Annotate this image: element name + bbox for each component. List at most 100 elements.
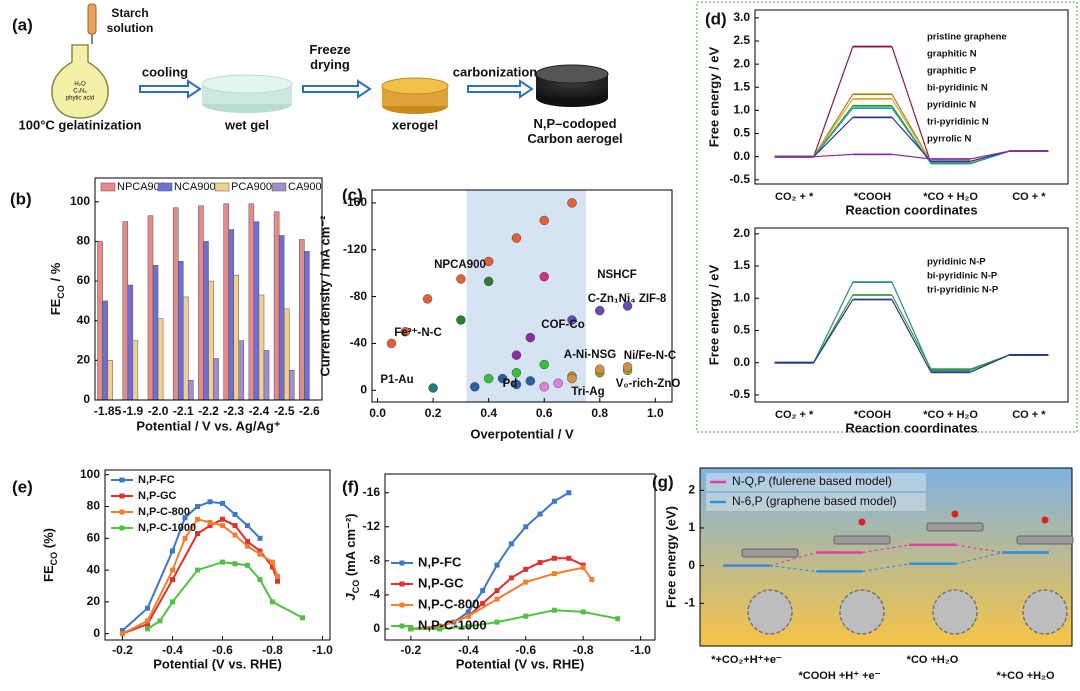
legend-box: [706, 473, 926, 491]
y-axis-label-part: CO: [351, 580, 361, 594]
series-label: bi-pyridinic N-P: [927, 271, 998, 282]
line-marker: [551, 571, 557, 577]
line-marker: [537, 511, 543, 517]
connector: [813, 116, 854, 158]
fullerene: [839, 589, 885, 635]
series-line: [121, 500, 261, 632]
line-marker: [508, 541, 514, 547]
adsorbate-atom: [951, 510, 959, 518]
line-marker: [494, 588, 500, 594]
y-tick-label: 1.0: [733, 290, 750, 304]
point-annotation: C-Zn₁Ni₄ ZIF-8: [588, 293, 667, 305]
line-marker: [207, 519, 213, 525]
x-category-label: CO + *: [1012, 409, 1046, 421]
schematic: (a) H₂O C₃N₆ phytic acid cooling carboni…: [12, 3, 609, 132]
line-marker: [207, 523, 213, 529]
y-tick-label: 2.0: [733, 226, 750, 240]
line-marker: [615, 616, 621, 622]
bar: [248, 203, 255, 401]
bar: [102, 300, 108, 401]
connector: [891, 299, 932, 373]
x-axis-label: Overpotential / V: [470, 426, 574, 441]
line-marker: [537, 560, 543, 566]
point-annotation: A-Ni-NSG: [564, 349, 616, 361]
scatter-point: [539, 359, 549, 370]
line-marker: [275, 573, 280, 579]
model-structures: [741, 510, 1074, 635]
legend-swatch: [100, 182, 116, 192]
line-marker: [257, 535, 263, 541]
y-tick-label: -40: [350, 336, 368, 350]
connector: [813, 299, 854, 364]
bar: [97, 241, 103, 401]
point-annotation: COF-Co: [541, 319, 584, 331]
scatter-point: [422, 294, 433, 304]
bar: [203, 241, 209, 401]
scatter-point: [511, 379, 522, 390]
x-category-label: *COOH: [854, 191, 891, 203]
plot-frame: [384, 473, 656, 641]
line-marker: [220, 523, 225, 529]
connector: [813, 98, 854, 158]
connector: [862, 563, 910, 572]
plot-frame: [94, 177, 323, 401]
legend-marker: [399, 581, 405, 587]
shaded-region: [466, 190, 586, 402]
y-tick-label: -8: [369, 553, 380, 567]
step-label: Freeze drying: [309, 42, 351, 72]
line-marker: [120, 631, 125, 637]
y-tick-label: 0: [93, 626, 100, 640]
line-marker: [232, 532, 238, 538]
bar: [283, 308, 290, 401]
y-tick-label: -1: [684, 596, 695, 610]
y-tick-label: 1: [688, 520, 695, 534]
line-marker: [300, 615, 305, 621]
series-label: graphitic P: [927, 66, 977, 77]
line-marker: [157, 618, 163, 624]
scatter-point: [456, 274, 466, 284]
x-category-label: *+CO +H₂O: [996, 670, 1055, 682]
y-tick-label: 3.0: [733, 10, 750, 24]
bar: [183, 296, 189, 401]
x-tick-label: -2.5: [274, 404, 295, 418]
legend-label: PCA900: [231, 181, 272, 193]
line-marker: [220, 516, 225, 522]
series-label: pyrrolic N: [927, 134, 971, 145]
connector: [955, 544, 1003, 554]
point-annotation: Tri-Ag: [571, 386, 604, 398]
bar: [233, 274, 240, 401]
arrow: [302, 79, 372, 99]
panel-label: (f): [342, 477, 359, 496]
plot-frame: [371, 189, 673, 403]
scatter-point: [567, 198, 577, 208]
legend-label: N,P-FC: [418, 554, 462, 569]
y-tick-label: 100: [80, 467, 100, 481]
line-marker: [195, 567, 200, 573]
legend-marker: [399, 560, 405, 566]
x-category-label: *CO + H₂O: [923, 191, 978, 203]
legend-marker: [119, 493, 125, 499]
line-marker: [523, 613, 529, 619]
y-tick-label: 0: [83, 392, 90, 406]
arrow: [467, 79, 534, 99]
connector: [813, 46, 854, 157]
scatter-point: [386, 338, 397, 349]
bar: [238, 340, 245, 401]
x-tick-label: -2.6: [299, 404, 320, 418]
bar: [188, 379, 194, 401]
graphene-sheet: [1016, 535, 1074, 545]
scatter-point: [567, 373, 577, 384]
line-marker: [232, 511, 238, 517]
y-tick-label: 2: [688, 482, 695, 496]
fullerene: [932, 589, 978, 635]
x-tick-label: 0.0: [369, 406, 386, 420]
y-axis-label: JCO (mA cm⁻²): [343, 513, 361, 600]
stage-label: wet gel: [224, 117, 269, 132]
x-tick-label: -0.8: [573, 643, 594, 657]
flask: [51, 44, 109, 119]
line-marker: [480, 600, 486, 606]
y-axis-label: Free energy / eV: [706, 264, 721, 365]
graphene-sheet: [926, 522, 984, 532]
legend-marker: [119, 477, 125, 483]
line-marker: [170, 548, 175, 554]
